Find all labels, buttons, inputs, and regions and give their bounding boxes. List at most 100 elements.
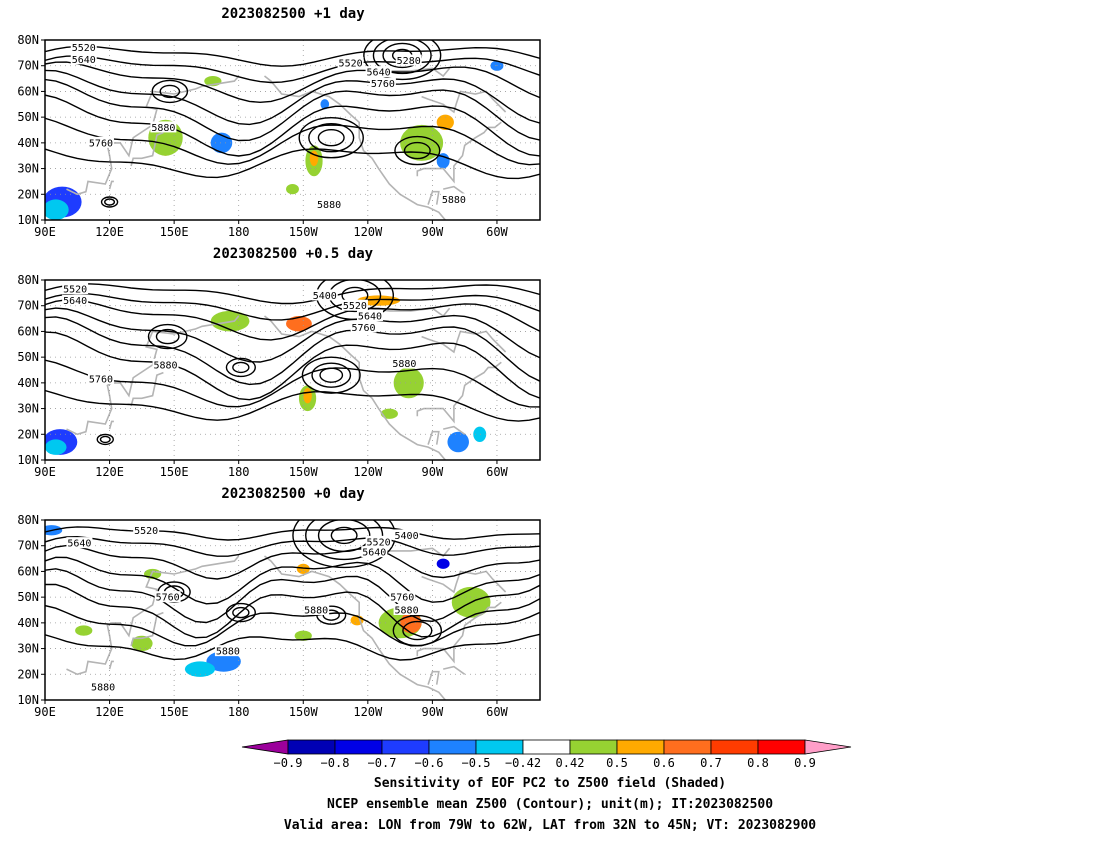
z500-ring-2-0-0 (330, 526, 358, 545)
z500-ring-0-0-3 (363, 40, 442, 81)
coastline-2-5 (421, 570, 507, 594)
lon-label-5: 120W (353, 225, 383, 239)
contour-label-0-7: 5760 (89, 138, 113, 149)
lon-label-2: 150E (160, 225, 189, 239)
contour-label-1-2: 5400 (313, 291, 337, 302)
z500-contour-1-5 (45, 331, 540, 401)
sensitivity-shade-1-10 (380, 408, 398, 419)
z500-contour-0-2 (45, 61, 540, 104)
sensitivity-shade-1-7 (393, 367, 424, 399)
contour-label-0-0: 5520 (72, 43, 96, 54)
z500-contour-1-1 (45, 292, 540, 321)
lon-label-6: 90W (422, 465, 444, 479)
z500-ring-0-0-2 (372, 40, 432, 75)
sensitivity-shade-2-9 (75, 625, 93, 636)
sensitivity-shade-1-9 (473, 426, 487, 442)
caption-valid-area: Valid area: LON from 79W to 62W, LAT fro… (283, 818, 817, 833)
sensitivity-shade-1-1 (45, 439, 67, 455)
contour-label-bg (154, 591, 181, 603)
contour-label-0-2: 5520 (339, 59, 363, 70)
lat-label-7: 10N (17, 693, 39, 707)
lat-label-0: 80N (17, 273, 39, 287)
z500-contour-0-1 (45, 55, 540, 84)
contour-label-2-10: 5880 (91, 683, 115, 694)
z500-ring-1-2-1 (311, 362, 352, 388)
map-frame (44, 39, 541, 221)
z500-contour-0-6 (45, 117, 540, 166)
colorbar-box-1 (334, 739, 383, 755)
lat-label-6: 20N (17, 667, 39, 681)
lat-label-3: 50N (17, 590, 39, 604)
coastline-1-5 (421, 330, 507, 354)
z500-ring-0-1-0 (159, 84, 181, 99)
sensitivity-shade-2-5 (436, 558, 450, 569)
contour-label-2-8: 5760 (390, 593, 414, 604)
colorbar-box-3 (428, 739, 477, 755)
coastline-2-8 (427, 670, 440, 685)
colorbar-box-0 (287, 739, 336, 755)
colorbar-label-9: 0.7 (700, 756, 722, 770)
contour-label-bg (369, 77, 396, 89)
z500-contour-2-5 (45, 583, 540, 639)
contour-label-bg (311, 289, 338, 301)
lat-label-3: 50N (17, 110, 39, 124)
contour-label-bg (87, 373, 114, 384)
lat-label-3: 50N (17, 350, 39, 364)
panel-title-day0: 2023082500 +0 day (221, 486, 365, 502)
z500-contour-0-5 (45, 94, 540, 157)
contour-label-1-3: 5520 (343, 301, 367, 312)
coastline-1-1 (130, 371, 164, 407)
coastline-0-4 (416, 121, 502, 184)
contour-label-2-0: 5520 (134, 526, 158, 537)
z500-contour-1-3 (45, 307, 540, 363)
coastline-1-4 (416, 361, 502, 424)
sensitivity-shade-0-8 (436, 114, 454, 130)
lat-label-6: 20N (17, 187, 39, 201)
z500-ring-1-1-0 (155, 328, 180, 345)
lat-label-5: 30N (17, 402, 39, 416)
lon-label-0: 90E (34, 465, 56, 479)
colorbar-box-7 (616, 739, 665, 755)
colorbar-arrow-left (241, 739, 289, 755)
z500-ring-1-2-2 (301, 356, 361, 394)
contour-label-bg (62, 283, 89, 294)
colorbar-box-8 (663, 739, 712, 755)
lon-label-4: 150W (289, 705, 319, 719)
lon-label-5: 120W (353, 465, 383, 479)
colorbar-label-3: −0.6 (415, 756, 444, 770)
lat-label-7: 10N (17, 213, 39, 227)
colorbar-box-10 (757, 739, 806, 755)
colorbar-label-11: 0.9 (794, 756, 816, 770)
z500-ring-1-2-0 (319, 367, 344, 383)
contour-label-1-0: 5520 (63, 285, 87, 296)
z500-contour-1-4 (45, 316, 540, 386)
contour-label-1-7: 5760 (89, 375, 113, 386)
lon-label-0: 90E (34, 225, 56, 239)
sensitivity-shade-1-8 (447, 431, 469, 453)
contour-label-2-1: 5640 (67, 539, 91, 550)
lon-label-7: 60W (486, 225, 508, 239)
lon-label-4: 150W (289, 465, 319, 479)
z500-ring-0-3-1 (394, 135, 441, 166)
contour-label-2-4: 5400 (395, 531, 419, 542)
contour-label-2-6: 5880 (304, 606, 328, 617)
z500-ring-1-4-0 (99, 435, 111, 444)
contour-label-bg (303, 604, 330, 615)
contour-label-bg (337, 57, 364, 69)
z500-contour-2-2 (45, 544, 540, 580)
lon-label-7: 60W (486, 465, 508, 479)
contour-label-0-8: 5880 (317, 200, 341, 211)
z500-contour-2-1 (45, 535, 540, 557)
coastline-1-8 (427, 430, 440, 445)
colorbar-box-2 (381, 739, 430, 755)
lon-label-3: 180 (228, 225, 250, 239)
lon-label-1: 120E (95, 225, 124, 239)
z500-contour-2-4 (45, 568, 540, 624)
sensitivity-shade-0-13 (320, 99, 330, 110)
z500-ring-2-0-2 (305, 520, 384, 561)
z500-ring-2-3-1 (392, 614, 443, 647)
colorbar-label-6: 0.42 (556, 756, 585, 770)
z500-ring-1-3-0 (232, 361, 250, 374)
coastline-1-0 (66, 315, 240, 436)
